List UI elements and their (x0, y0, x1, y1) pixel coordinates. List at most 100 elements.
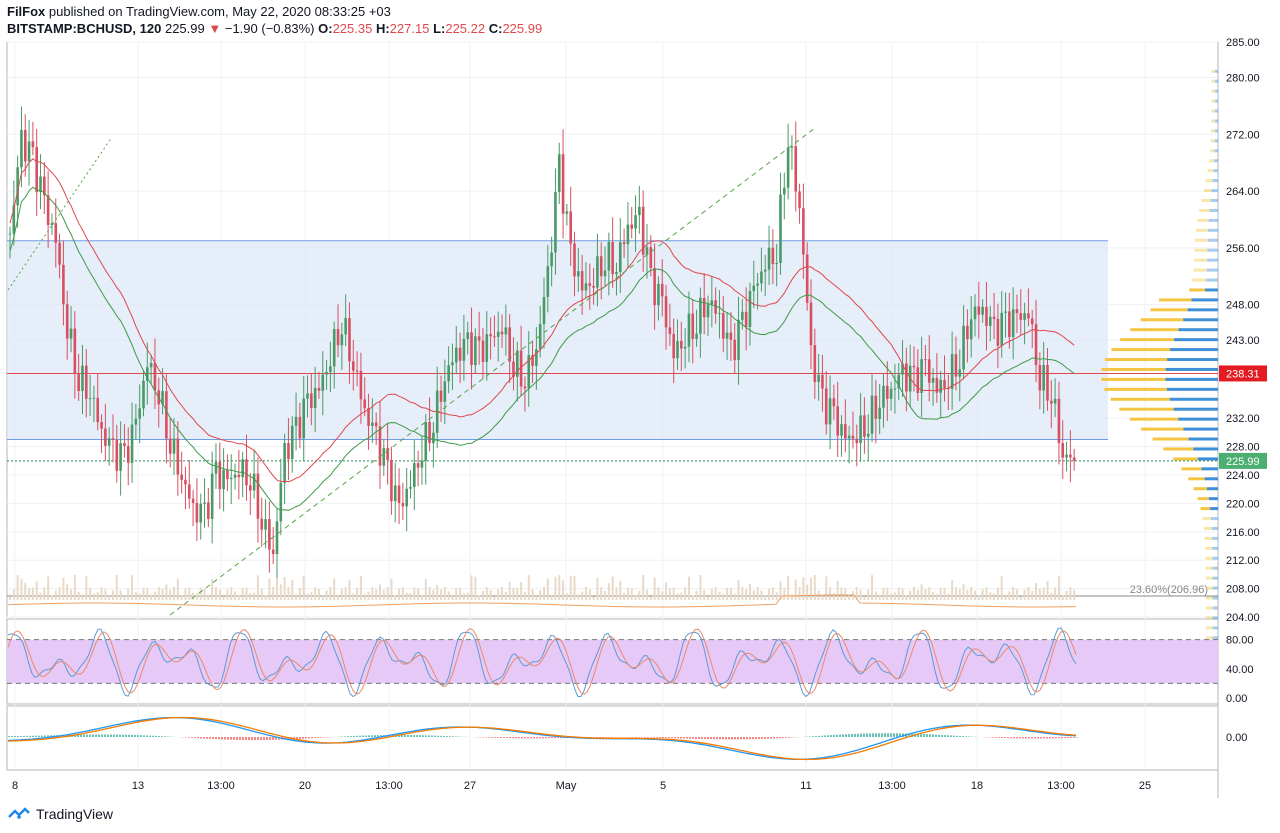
candle-body (43, 176, 46, 196)
vp-bar-up (1195, 238, 1208, 242)
author-name[interactable]: FilFox (7, 4, 46, 19)
vp-bar-down (1188, 437, 1218, 441)
vp-bar-down (1178, 328, 1218, 332)
volume-bar (390, 578, 393, 600)
macd-histogram-bar (788, 737, 790, 738)
candle-body (561, 154, 565, 214)
macd-histogram-bar (239, 737, 241, 740)
volume-bar (39, 592, 42, 600)
vp-bar-up (1205, 556, 1213, 560)
volume-bar (188, 587, 191, 600)
volume-bar (630, 588, 633, 600)
candle-body (763, 269, 767, 272)
macd-histogram-bar (965, 736, 967, 737)
macd-histogram-bar (866, 733, 868, 737)
high-value: 227.15 (389, 21, 430, 36)
macd-histogram-bar (185, 737, 187, 738)
macd-histogram-bar (98, 734, 100, 737)
macd-histogram-bar (77, 734, 79, 737)
volume-bar (1012, 587, 1015, 600)
volume-bar (825, 576, 828, 600)
vp-bar-up (1211, 89, 1216, 93)
volume-ma-line (7, 594, 1077, 608)
vp-bar-down (1207, 248, 1218, 252)
macd-histogram-bar (947, 735, 949, 737)
candle-body (325, 371, 328, 375)
candle-body (1027, 313, 1030, 319)
volume-bar (554, 576, 557, 600)
candle-body (649, 247, 653, 269)
price-chart[interactable]: 8 13 13:00 20 13:00 27 May 5 11 13:00 18 13:00 25 285… (0, 0, 1280, 800)
volume-bar (840, 587, 843, 600)
x-tick-label: 25 (1139, 780, 1151, 792)
volume-bar (436, 584, 439, 600)
volume-bar (493, 596, 496, 600)
candle-body (783, 187, 786, 195)
candle-body (1072, 457, 1076, 461)
volume-bar (626, 587, 629, 600)
macd-histogram-bar (1058, 737, 1060, 739)
candle-body (268, 519, 271, 550)
candle-body (516, 350, 519, 377)
candle-body (721, 313, 725, 339)
volume-bar (104, 588, 107, 600)
candle-body (428, 422, 431, 444)
vp-bar-down (1209, 208, 1218, 212)
macd-histogram-bar (596, 737, 598, 738)
candle-body (641, 206, 645, 255)
macd-histogram-bar (248, 737, 250, 741)
macd-histogram-bar (1052, 737, 1054, 739)
candle-body (748, 290, 752, 328)
candle-body (477, 336, 481, 341)
macd-histogram-bar (1055, 737, 1057, 739)
macd-histogram-bar (311, 737, 313, 739)
macd-histogram-bar (926, 734, 928, 737)
macd-histogram-bar (353, 735, 355, 737)
volume-bar (89, 587, 92, 600)
volume-bar (1008, 591, 1011, 600)
candle-body (714, 300, 717, 314)
macd-histogram-bar (881, 733, 883, 737)
macd-histogram-bar (218, 737, 220, 740)
macd-histogram-bar (503, 737, 505, 739)
volume-bar (310, 592, 313, 600)
candle-body (611, 242, 614, 275)
volume-bar (131, 575, 134, 600)
macd-histogram-bar (221, 737, 223, 740)
candle-body (84, 365, 88, 399)
vp-bar-up (1205, 546, 1213, 550)
volume-bar (222, 596, 225, 600)
macd-histogram-bar (452, 736, 454, 737)
macd-histogram-bar (953, 735, 955, 737)
candle-body (847, 435, 851, 439)
macd-histogram-bar (419, 735, 421, 737)
volume-bar (584, 587, 587, 600)
macd-histogram-bar (161, 736, 163, 737)
macd-histogram-bar (1013, 737, 1015, 739)
candle-body (416, 463, 420, 468)
symbol-label[interactable]: BITSTAMP:BCHUSD, 120 (7, 21, 162, 36)
open-label: O: (318, 21, 333, 36)
volume-bar (417, 588, 420, 600)
macd-histogram-bar (665, 737, 667, 739)
volume-bar (92, 593, 95, 600)
macd-histogram-bar (752, 737, 754, 740)
volume-bar (398, 588, 401, 600)
macd-histogram-bar (938, 734, 940, 737)
candle-body (470, 332, 473, 366)
candle-body (20, 129, 23, 168)
candle-body (973, 306, 977, 320)
vp-bar-down (1183, 318, 1218, 322)
macd-histogram-bar (26, 735, 28, 737)
volume-bar (527, 575, 530, 600)
volume-bar (176, 578, 179, 600)
volume-bar (993, 593, 996, 600)
candle-body (889, 388, 893, 399)
macd-histogram-bar (107, 734, 109, 737)
volume-bar (935, 594, 938, 600)
vp-bar-down (1207, 487, 1218, 491)
candle-body (840, 424, 843, 436)
candle-body (699, 297, 702, 334)
macd-histogram-bar (446, 736, 448, 737)
tradingview-logo[interactable]: TradingView (8, 806, 113, 822)
